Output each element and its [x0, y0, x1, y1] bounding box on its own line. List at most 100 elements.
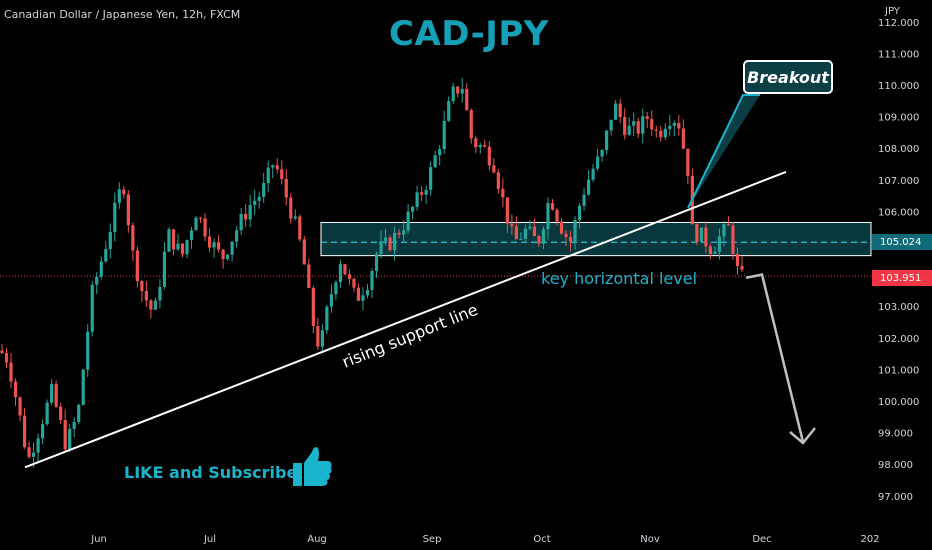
- candle-body: [537, 236, 541, 244]
- candle-body: [334, 282, 338, 295]
- x-tick-label: Jun: [90, 534, 107, 545]
- candle-body: [406, 211, 410, 231]
- candle-body: [383, 237, 388, 242]
- candle-body: [672, 122, 676, 126]
- candle-body: [600, 150, 604, 157]
- x-tick-label: Aug: [307, 534, 327, 545]
- key-level-zone: [320, 221, 872, 257]
- candle-body: [415, 192, 419, 208]
- candle-body: [271, 165, 275, 168]
- candle-body: [343, 264, 347, 275]
- candle-body: [144, 290, 148, 301]
- x-tick-label: Sep: [423, 534, 442, 545]
- candle-body: [704, 227, 708, 247]
- candle-body: [329, 294, 333, 307]
- candle-body: [605, 130, 609, 151]
- candle-body: [492, 165, 496, 173]
- candle-body: [239, 214, 243, 231]
- candle-body: [31, 452, 36, 457]
- candle-body: [50, 384, 54, 403]
- y-tick-label: 108.000: [878, 144, 919, 155]
- candle-body: [135, 250, 139, 282]
- candle-body: [717, 236, 722, 252]
- y-tick-label: 103.000: [878, 302, 919, 313]
- candle-body: [456, 86, 460, 94]
- candle-body: [284, 178, 288, 198]
- candle-body: [230, 241, 234, 255]
- candle-body: [9, 362, 13, 382]
- candle-body: [523, 228, 528, 240]
- candle-body: [185, 240, 189, 255]
- candle-body: [668, 125, 672, 129]
- candle-body: [469, 110, 473, 139]
- candle-body: [244, 214, 248, 220]
- key-level-price-tag: 105.024: [872, 234, 932, 250]
- candle-body: [167, 229, 171, 252]
- candle-body: [45, 402, 49, 425]
- candle-body: [627, 125, 631, 135]
- candle-body: [86, 331, 90, 370]
- candle-body: [253, 200, 257, 205]
- candle-body: [460, 89, 464, 94]
- candle-body: [618, 103, 622, 118]
- y-tick-label: 109.000: [878, 113, 919, 124]
- candle-body: [726, 224, 731, 226]
- candle-body: [81, 369, 85, 405]
- candle-body: [216, 242, 221, 250]
- like-subscribe-text: LIKE and Subscribe: [124, 463, 298, 482]
- breakout-callout: Breakout: [743, 60, 833, 94]
- candle-body: [411, 207, 415, 212]
- last-price-tag: 103.951: [872, 270, 932, 286]
- y-axis[interactable]: 112.000 111.000 110.000 109.000 108.000 107.0…: [878, 18, 919, 503]
- candle-body: [505, 197, 509, 224]
- candle-body: [740, 266, 744, 270]
- candle-body: [0, 350, 4, 353]
- projection-arrow: [745, 273, 805, 443]
- candle-body: [158, 286, 162, 301]
- candle-body: [248, 204, 252, 220]
- candle-body: [171, 229, 176, 250]
- y-tick-label: 107.000: [878, 176, 919, 187]
- candle-body: [307, 264, 311, 288]
- candle-body: [293, 216, 297, 219]
- candle-body: [212, 242, 216, 248]
- candle-body: [686, 148, 690, 176]
- thumbs-up-icon: [290, 444, 334, 494]
- candle-body: [501, 188, 505, 198]
- candle-body: [13, 381, 18, 398]
- key-level-label: key horizontal level: [541, 269, 698, 288]
- candle-body: [198, 217, 203, 219]
- x-tick-label: Jul: [203, 534, 216, 545]
- candle-body: [654, 129, 658, 131]
- candle-body: [54, 384, 58, 407]
- chart-title: CAD-JPY: [389, 14, 549, 54]
- candle-body: [424, 189, 428, 195]
- candle-body: [609, 119, 613, 131]
- y-tick-label: 111.000: [878, 49, 919, 60]
- candle-body: [582, 194, 586, 206]
- candle-body: [180, 243, 185, 255]
- candle-body: [365, 289, 370, 296]
- candle-body: [496, 172, 500, 189]
- candle-body: [226, 254, 230, 260]
- support-line-label: rising support line: [339, 300, 480, 372]
- candle-body: [388, 237, 392, 251]
- candle-body: [636, 121, 640, 134]
- x-tick-label: Dec: [752, 534, 771, 545]
- candle-body: [650, 119, 654, 130]
- candle-body: [397, 232, 401, 235]
- candle-body: [663, 128, 667, 138]
- y-tick-label: 99.000: [878, 429, 913, 440]
- x-tick-label: Oct: [533, 534, 550, 545]
- candle-body: [510, 223, 514, 227]
- y-tick-label: 101.000: [878, 365, 919, 376]
- candle-body: [731, 225, 735, 255]
- candle-body: [546, 203, 550, 230]
- candle-body: [90, 284, 94, 332]
- x-axis[interactable]: Jun Jul Aug Sep Oct Nov Dec 202: [90, 534, 879, 545]
- y-tick-label: 106.000: [878, 207, 919, 218]
- candle-body: [104, 249, 108, 262]
- symbol-description: Canadian Dollar / Japanese Yen, 12h, FXC…: [4, 8, 241, 21]
- candle-body: [478, 145, 482, 148]
